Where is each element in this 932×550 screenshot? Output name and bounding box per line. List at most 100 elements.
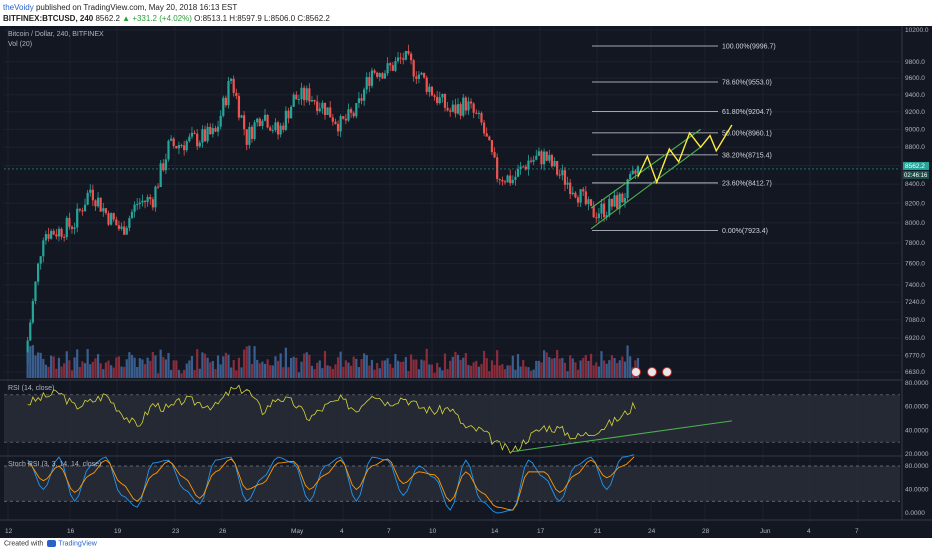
- candle-body: [360, 98, 363, 101]
- volume-bar: [446, 369, 449, 378]
- tradingview-link[interactable]: TradingView: [58, 540, 97, 548]
- candle-body: [159, 163, 162, 187]
- volume-bar: [237, 357, 241, 378]
- volume-bar: [321, 368, 324, 378]
- candle-body: [407, 50, 410, 54]
- volume-bar: [451, 356, 454, 378]
- author-link[interactable]: theVoidy: [3, 3, 34, 12]
- volume-legend: Vol (20): [8, 41, 33, 48]
- candle-body: [201, 129, 204, 143]
- volume-bar: [347, 362, 350, 378]
- volume-bar: [576, 369, 580, 378]
- volume-bar: [584, 354, 587, 378]
- volume-bar: [569, 355, 572, 378]
- volume-bar: [537, 360, 540, 378]
- candle-body: [454, 104, 457, 114]
- candle-body: [446, 107, 449, 111]
- volume-bar: [243, 349, 246, 378]
- candle-body: [409, 53, 413, 61]
- candle-body: [117, 225, 121, 229]
- volume-bar: [496, 350, 499, 378]
- time-axis-label: 26: [219, 528, 227, 535]
- candle-body: [256, 118, 259, 123]
- volume-bar: [78, 367, 81, 378]
- candle-body: [60, 228, 63, 237]
- candle-body: [558, 174, 561, 176]
- price-axis-label: 7080.0: [905, 317, 925, 324]
- price-axis-label: 9800.0: [905, 59, 925, 66]
- candle-body: [417, 74, 420, 79]
- volume-bar: [389, 363, 392, 378]
- chart-canvas[interactable]: 100.00%(9996.7) 78.60%(9553.0) 61.80%(9204…: [0, 26, 932, 538]
- candle-body: [571, 192, 574, 195]
- volume-bar: [383, 360, 387, 378]
- volume-bar: [407, 371, 410, 378]
- candle-body: [352, 112, 355, 117]
- volume-bar: [600, 351, 603, 378]
- chart-svg[interactable]: 100.00%(9996.7) 78.60%(9553.0) 61.80%(9204…: [0, 26, 932, 538]
- volume-bar: [55, 368, 58, 378]
- projection-path: [637, 124, 733, 185]
- volume-bar: [263, 363, 267, 378]
- candle-body: [610, 198, 614, 207]
- volume-bar: [70, 370, 74, 378]
- candle-body: [472, 103, 475, 113]
- candle-body: [308, 88, 311, 102]
- candle-body: [70, 226, 74, 229]
- volume-bar: [430, 364, 434, 378]
- price-axis-label: 9400.0: [905, 92, 925, 99]
- event-flag-icon: [647, 367, 657, 377]
- volume-bar: [436, 362, 439, 378]
- volume-bar: [86, 349, 89, 378]
- volume-bar: [133, 357, 136, 378]
- candle-body: [545, 151, 548, 161]
- candle-body: [459, 104, 462, 116]
- volume-bar: [501, 364, 504, 378]
- candle-body: [167, 140, 170, 160]
- volume-bar: [613, 357, 616, 378]
- fib-level-label: 78.60%(9553.0): [722, 80, 772, 87]
- fib-level-label: 0.00%(7923.4): [722, 228, 768, 235]
- candle-body: [574, 192, 577, 198]
- candle-body: [634, 170, 637, 174]
- countdown-label: 02:46:16: [904, 173, 928, 179]
- volume-bar: [456, 354, 460, 378]
- volume-bar: [417, 369, 420, 378]
- candle-body: [587, 199, 590, 205]
- volume-bar: [159, 349, 162, 378]
- candle-body: [597, 213, 600, 218]
- candle-body: [589, 199, 593, 207]
- volume-bar: [532, 369, 535, 378]
- candle-body: [334, 121, 337, 125]
- volume-bar: [342, 366, 345, 378]
- candle-body: [383, 73, 387, 79]
- volume-bar: [258, 363, 261, 378]
- candle-body: [81, 210, 84, 212]
- candle-body: [318, 108, 321, 112]
- volume-bar: [308, 354, 311, 378]
- volume-bar: [629, 356, 632, 378]
- volume-bar: [621, 356, 624, 378]
- candle-body: [636, 166, 640, 174]
- time-axis-label: 19: [114, 528, 122, 535]
- volume-bar: [162, 356, 165, 378]
- time-axis-label: 23: [172, 528, 180, 535]
- candle-body: [227, 80, 230, 106]
- candle-body: [83, 204, 87, 212]
- volume-bar: [63, 363, 66, 378]
- volume-bar: [480, 364, 483, 378]
- volume-bar: [449, 360, 452, 378]
- volume-bar: [76, 349, 79, 378]
- volume-bar: [566, 371, 569, 378]
- volume-bar: [99, 363, 102, 378]
- volume-bar: [256, 359, 259, 378]
- volume-bar: [443, 353, 447, 378]
- candle-body: [550, 155, 554, 167]
- candle-body: [428, 86, 431, 92]
- volume-bar: [545, 352, 548, 378]
- stoch-band: [4, 466, 900, 502]
- volume-bar: [253, 346, 256, 378]
- candle-body: [370, 70, 374, 86]
- rsi-band: [4, 394, 900, 443]
- candle-body: [496, 157, 499, 179]
